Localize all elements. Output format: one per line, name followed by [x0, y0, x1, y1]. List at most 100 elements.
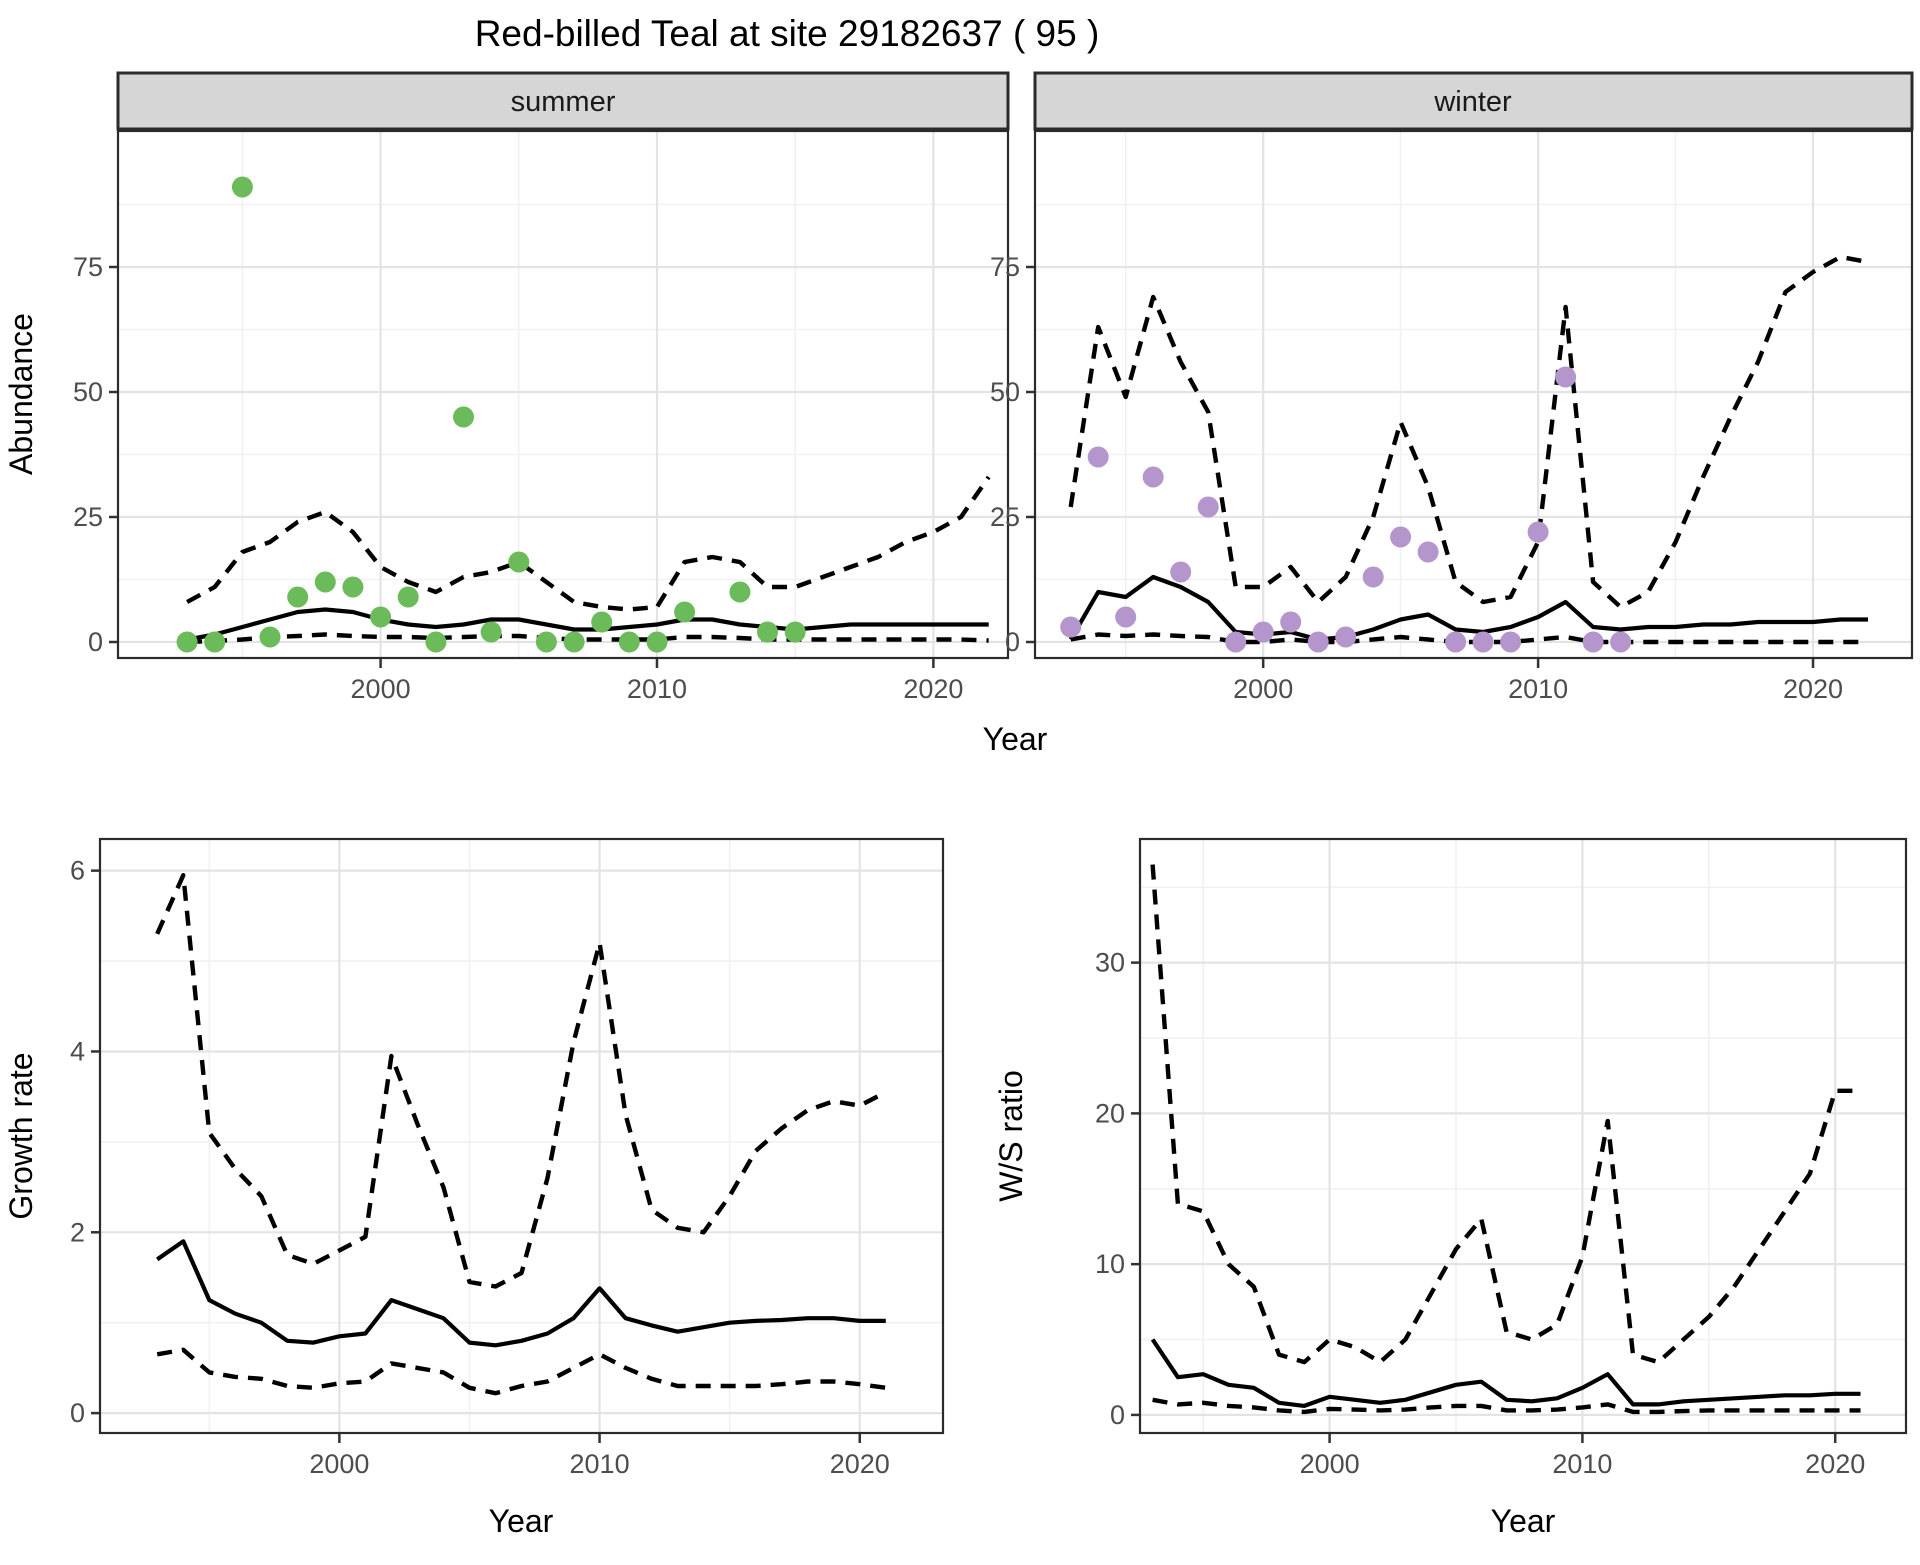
x-tick-label: 2020	[1805, 1449, 1865, 1479]
series-median	[186, 607, 989, 642]
data-point	[397, 586, 419, 608]
y-tick-label: 75	[73, 252, 103, 282]
data-point	[757, 621, 778, 643]
series-upper-95	[1150, 864, 1861, 1365]
x-tick-label: 2020	[903, 674, 963, 704]
panel-background	[1140, 839, 1906, 1433]
x-tick-label: 2010	[1552, 1449, 1612, 1479]
series-median	[156, 1239, 886, 1348]
series-upper-95	[155, 873, 887, 1289]
series-median	[1150, 1338, 1861, 1409]
series-upper-95	[1068, 254, 1869, 610]
series-lower-95	[1152, 1397, 1861, 1415]
data-point	[1252, 621, 1274, 643]
data-point	[1087, 446, 1109, 468]
data-point	[508, 551, 530, 573]
x-tick-label: 2010	[1508, 674, 1568, 704]
data-point	[563, 631, 585, 653]
facet-strip-bg	[116, 71, 1010, 131]
data-point	[1445, 631, 1467, 653]
x-tick-label: 2020	[830, 1449, 890, 1479]
y-tick-label: 25	[73, 502, 103, 532]
data-point	[1060, 616, 1082, 638]
panel-abundance-winter: 2000 2010 2020 0 25 50 75	[990, 129, 1914, 704]
data-point	[342, 576, 364, 598]
panel-border	[1138, 837, 1908, 1435]
panel-background	[118, 131, 1008, 658]
panel-ws-ratio: 2000 2010 2020 0 10 20 30	[1095, 837, 1908, 1479]
data-point	[646, 631, 668, 653]
series-lower-95	[187, 632, 989, 645]
x-axis-title-ws-ratio: Year	[1491, 1503, 1556, 1539]
y-tick-label: 2	[70, 1217, 85, 1247]
panel-border	[98, 837, 945, 1435]
y-tick-label: 50	[73, 377, 103, 407]
panel-background	[100, 839, 943, 1433]
data-point	[287, 586, 309, 608]
data-point	[1527, 521, 1549, 543]
data-point	[231, 176, 253, 198]
y-tick-label: 0	[88, 627, 103, 657]
data-point	[480, 621, 502, 643]
data-point	[425, 631, 447, 653]
series-lower-95	[156, 1347, 887, 1396]
y-tick-label: 30	[1095, 948, 1125, 978]
x-axis-title-growth-rate: Year	[489, 1503, 554, 1539]
y-tick-label: 6	[70, 856, 85, 886]
panel-abundance-summer: 2000 2010 2020 0 25 50 75	[73, 129, 1010, 704]
y-tick-label: 0	[70, 1398, 85, 1428]
y-tick-label: 0	[1110, 1400, 1125, 1430]
data-point	[314, 571, 336, 593]
facet-strip-summer: summer	[116, 71, 1010, 131]
data-point	[176, 631, 198, 653]
x-tick-label: 2010	[570, 1449, 630, 1479]
facet-strip-bg	[1033, 71, 1914, 131]
series-upper-95	[186, 475, 991, 612]
data-point	[1472, 631, 1494, 653]
y-tick-label: 0	[1005, 627, 1020, 657]
x-tick-label: 2010	[627, 674, 687, 704]
data-point	[1335, 626, 1357, 648]
data-point	[1142, 466, 1164, 488]
y-tick-label: 20	[1095, 1098, 1125, 1128]
data-point	[674, 601, 696, 623]
data-point	[729, 581, 751, 603]
panel-border	[116, 129, 1010, 660]
data-point	[1610, 631, 1632, 653]
data-point	[1390, 526, 1412, 548]
data-point	[591, 611, 613, 633]
y-tick-label: 50	[990, 377, 1020, 407]
data-point	[1500, 631, 1522, 653]
data-point	[370, 606, 392, 628]
series-median	[1068, 574, 1868, 642]
data-point	[784, 621, 806, 643]
y-tick-label: 10	[1095, 1249, 1125, 1279]
data-point	[1307, 631, 1329, 653]
x-tick-label: 2000	[1233, 674, 1293, 704]
data-point	[1115, 606, 1137, 628]
data-point	[1362, 566, 1384, 588]
data-point	[1582, 631, 1604, 653]
y-axis-title-growth-rate: Growth rate	[3, 1052, 39, 1219]
series-lower-95	[1070, 632, 1868, 645]
panel-border	[1033, 129, 1914, 660]
data-point	[618, 631, 640, 653]
facet-strip-label: winter	[1433, 86, 1512, 118]
x-tick-label: 2000	[1300, 1449, 1360, 1479]
x-tick-label: 2020	[1783, 674, 1843, 704]
y-axis-title-abundance: Abundance	[3, 313, 39, 475]
data-point	[1280, 611, 1302, 633]
panel-growth-rate: 2000 2010 2020 0 2 4 6	[70, 837, 945, 1479]
chart-title: Red-billed Teal at site 29182637 ( 95 )	[475, 13, 1100, 54]
x-axis-title-top: Year	[983, 721, 1048, 757]
data-point	[453, 406, 474, 428]
data-point	[1170, 561, 1192, 583]
y-tick-label: 4	[70, 1036, 85, 1066]
data-point	[1555, 366, 1577, 388]
y-tick-label: 25	[990, 502, 1020, 532]
data-point	[535, 631, 557, 653]
y-axis-title-ws-ratio: W/S ratio	[993, 1070, 1029, 1202]
x-tick-label: 2000	[351, 674, 411, 704]
